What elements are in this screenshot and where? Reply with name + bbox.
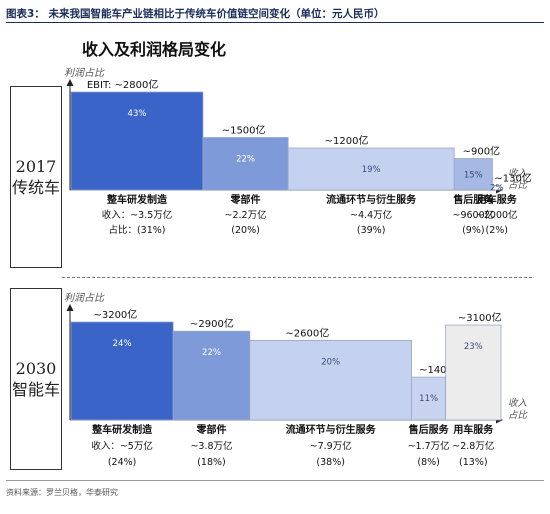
- profit-share-label: 20%: [321, 357, 340, 367]
- revenue-share-label: (39%): [357, 225, 386, 236]
- bar-value-label: ~1500亿: [222, 124, 266, 137]
- source-note: 资料来源：罗兰贝格，华泰研究: [6, 488, 118, 497]
- revenue-share-label: (38%): [316, 457, 345, 468]
- profit-share-label: 24%: [113, 339, 132, 349]
- x-axis-title-line2: 占比: [508, 180, 529, 191]
- revenue-share-label: (8%): [417, 457, 439, 468]
- bar-value-label: ~3200亿: [93, 308, 137, 321]
- bar-segment: [70, 91, 204, 191]
- period-year: 2017: [15, 157, 57, 176]
- revenue-label: ~1.7万亿: [408, 440, 450, 452]
- profit-share-label: 23%: [464, 342, 483, 352]
- bar-segment: [445, 324, 502, 421]
- category-label: 零部件: [195, 423, 226, 436]
- bar-segment: [202, 137, 289, 191]
- revenue-label: 收入：~3.5万亿: [102, 209, 173, 221]
- category-label: 售后服务: [409, 423, 450, 436]
- y-axis-title: 利润占比: [64, 67, 105, 79]
- bar-value-label: ~2900亿: [190, 317, 234, 330]
- profit-share-label: 15%: [464, 170, 483, 180]
- category-label: 售后服务: [453, 193, 494, 206]
- revenue-share-label: (2%): [486, 225, 508, 236]
- x-axis-title-line1: 收入: [508, 398, 528, 409]
- category-label: 流通环节与衍生服务: [326, 193, 417, 206]
- bar-segment: [249, 339, 412, 421]
- profit-share-label: 22%: [236, 155, 255, 165]
- revenue-label: ~2000亿: [476, 209, 518, 221]
- revenue-share-label: (24%): [108, 457, 137, 468]
- x-axis-title-line1: 收入: [508, 168, 528, 179]
- category-label: 用车服务: [476, 193, 518, 206]
- revenue-label: ~4.4万亿: [350, 209, 392, 221]
- bar-segment: [492, 185, 502, 191]
- profit-share-label: 19%: [362, 165, 381, 175]
- revenue-share-label: (9%): [462, 225, 484, 236]
- bar-value-label: ~900亿: [463, 145, 500, 158]
- category-label: 整车研发制造: [91, 423, 153, 436]
- bar-value-label: EBIT: ~2800亿: [87, 78, 159, 91]
- x-axis-title-line2: 占比: [508, 410, 529, 421]
- revenue-label: ~2.8万亿: [452, 440, 494, 452]
- profit-share-label: 22%: [202, 348, 221, 358]
- bar-segment: [172, 330, 251, 421]
- category-label: 用车服务: [452, 423, 494, 436]
- bar-value-label: ~1200亿: [325, 134, 369, 147]
- category-label: 零部件: [230, 193, 261, 206]
- revenue-share-label: (20%): [231, 225, 260, 236]
- revenue-share-label: 占比：(31%): [108, 224, 165, 236]
- revenue-label: ~7.9万亿: [310, 440, 352, 452]
- revenue-label: ~9600亿: [453, 209, 495, 221]
- period-sub: 智能车: [11, 380, 60, 399]
- category-label: 整车研发制造: [106, 193, 168, 206]
- revenue-share-label: (18%): [197, 457, 226, 468]
- revenue-label: ~3.8万亿: [190, 440, 232, 452]
- category-label: 流通环节与衍生服务: [286, 423, 377, 436]
- panel-divider: [62, 277, 532, 278]
- y-axis-arrow: [66, 304, 74, 311]
- chart-title: 收入及利润格局变化: [82, 40, 227, 59]
- header-rule: [6, 22, 544, 23]
- figure-label: 图表3： 未来我国智能车产业链相比于传统车价值链空间变化（单位：元人民币）: [6, 8, 385, 20]
- bar-value-label: ~2600亿: [285, 326, 329, 339]
- revenue-share-label: (13%): [459, 457, 488, 468]
- revenue-label: 收入：~5万亿: [91, 440, 153, 452]
- y-axis-arrow: [66, 79, 74, 86]
- bar-segment: [453, 158, 493, 191]
- source-rule: [6, 480, 544, 481]
- period-box-2017: 2017 传统车: [10, 86, 62, 268]
- bar-value-label: ~3100亿: [458, 311, 502, 324]
- y-axis-title: 利润占比: [64, 292, 105, 304]
- period-year: 2030: [15, 359, 57, 378]
- revenue-label: ~2.2万亿: [225, 209, 267, 221]
- bar-segment: [411, 376, 447, 421]
- profit-share-label: 11%: [419, 394, 438, 404]
- profit-share-label: 43%: [128, 109, 147, 119]
- bar-value-label: ~130亿: [494, 171, 531, 184]
- profit-share-label: 2%: [490, 184, 504, 194]
- bar-segment: [70, 321, 174, 421]
- period-box-2030: 2030 智能车: [10, 288, 62, 470]
- period-sub: 传统车: [11, 178, 60, 197]
